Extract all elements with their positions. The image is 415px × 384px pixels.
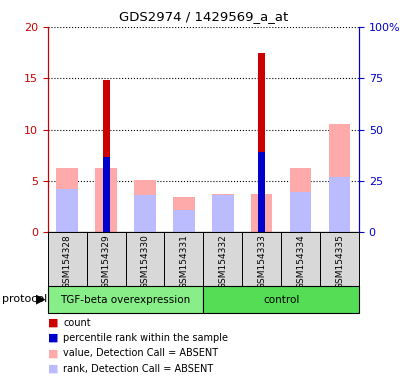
Bar [290,192,311,232]
Text: control: control [263,295,299,305]
Bar [134,180,156,232]
Bar [258,152,265,232]
Bar [87,232,125,286]
Bar [329,177,350,232]
Text: GSM154333: GSM154333 [257,235,266,290]
Bar [95,167,117,232]
Bar [56,189,78,232]
Text: ■: ■ [48,364,58,374]
Text: TGF-beta overexpression: TGF-beta overexpression [61,295,190,305]
Text: ■: ■ [48,348,58,358]
Bar [290,167,311,232]
Text: GSM154329: GSM154329 [102,235,110,289]
Bar [125,232,164,286]
Text: GDS2974 / 1429569_a_at: GDS2974 / 1429569_a_at [119,10,288,23]
Text: rank, Detection Call = ABSENT: rank, Detection Call = ABSENT [63,364,214,374]
Text: GSM154335: GSM154335 [335,235,344,290]
Text: ▶: ▶ [36,292,46,305]
Text: percentile rank within the sample: percentile rank within the sample [63,333,229,343]
Bar [48,232,87,286]
Bar [212,195,234,232]
Bar [203,286,359,313]
Bar [173,197,195,232]
Text: GSM154330: GSM154330 [141,235,149,290]
Bar [212,194,234,232]
Text: count: count [63,318,91,328]
Bar [103,80,110,232]
Bar [56,167,78,232]
Text: value, Detection Call = ABSENT: value, Detection Call = ABSENT [63,348,219,358]
Bar [103,157,110,232]
Bar [173,210,195,232]
Text: GSM154332: GSM154332 [218,235,227,289]
Text: GSM154328: GSM154328 [63,235,72,289]
Bar [251,194,272,232]
Text: ■: ■ [48,318,58,328]
Bar [258,53,265,232]
Bar [242,232,281,286]
Bar [164,232,203,286]
Bar [329,124,350,232]
Text: GSM154334: GSM154334 [296,235,305,289]
Text: protocol: protocol [2,294,47,304]
Bar [320,232,359,286]
Text: ■: ■ [48,333,58,343]
Bar [281,232,320,286]
Bar [203,232,242,286]
Bar [48,286,203,313]
Bar [134,195,156,232]
Text: GSM154331: GSM154331 [179,235,188,290]
